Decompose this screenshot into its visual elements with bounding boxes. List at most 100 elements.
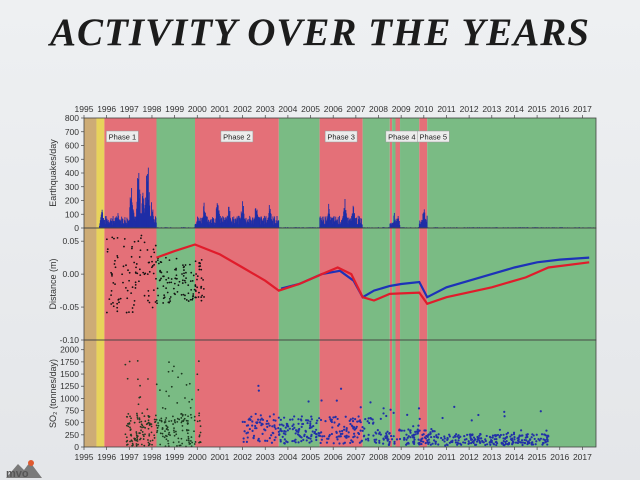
so2-point [164,430,166,433]
so2-point [301,422,304,426]
so2-point [462,441,465,444]
gps-point [183,279,186,282]
x-tick-label-top: 2008 [369,104,388,114]
so2-point [349,418,352,421]
gps-point [146,249,149,251]
so2-point [174,430,177,433]
gps-point [112,281,115,284]
so2-point [436,436,439,439]
y-tick-label: 0.00 [62,269,79,279]
so2-point [351,440,354,444]
so2-point [371,418,374,421]
so2-point [349,441,352,445]
so2-point [478,434,481,437]
so2-point [298,434,301,438]
so2-point [125,415,128,418]
so2-point [277,430,280,433]
gps-point [192,293,195,295]
gps-point [111,236,114,239]
phase-label-box [417,130,450,143]
so2-point [431,429,434,432]
so2-point [291,418,294,421]
phase-label: Phase 1 [109,133,137,142]
so2-point [523,438,526,442]
so2-point [406,413,409,416]
so2-point [384,435,387,438]
gps-point [182,274,185,277]
gps-point [168,259,171,262]
so2-point [392,411,395,414]
so2-point [525,433,528,436]
so2-point [359,421,362,424]
so2-point [367,439,370,442]
gps-point [181,273,183,275]
so2-point [399,429,402,432]
so2-point [485,434,488,438]
so2-point [305,435,309,438]
so2-point [529,438,532,441]
so2-point [495,437,498,441]
gps-point [133,261,136,264]
so2-point [289,418,292,421]
so2-point [464,441,467,444]
gps-point [165,278,168,281]
so2-point [300,415,303,418]
so2-point [173,434,176,437]
so2-point [484,439,487,443]
so2-point [283,416,286,419]
so2-point [526,441,530,444]
so2-point [274,436,277,439]
so2-point [198,414,200,417]
so2-point [189,440,192,442]
so2-point [405,438,408,441]
gps-point [184,281,187,284]
so2-point [248,427,251,431]
gps-point [119,297,122,300]
so2-point [147,378,149,380]
so2-point [369,416,372,420]
so2-point [129,429,132,432]
gps-point [131,247,133,250]
so2-point [268,437,271,440]
so2-point [139,425,142,428]
x-tick-label-top: 2007 [346,104,365,114]
so2-point [313,431,316,435]
so2-point [351,419,355,423]
so2-point [190,436,193,439]
gps-point [187,292,190,295]
x-tick-label-bottom: 2006 [324,452,343,462]
so2-point [466,433,469,436]
x-tick-label-bottom: 2004 [278,452,297,462]
gps-point [135,263,138,265]
so2-point [170,385,173,388]
so2-point [426,441,429,444]
gps-point [105,238,108,241]
so2-point [411,436,415,439]
gps-point [180,293,183,296]
so2-point [326,437,329,440]
x-tick-label-top: 2004 [278,104,297,114]
so2-point [473,443,477,446]
so2-point [127,425,130,428]
so2-point [180,372,183,375]
so2-point [177,441,180,443]
phase-band [389,118,393,447]
gps-point [194,296,197,299]
so2-point [197,360,200,363]
so2-point [335,399,338,402]
gps-point [170,281,173,284]
so2-point [320,438,323,441]
so2-point [382,442,385,445]
so2-point [167,440,169,442]
gps-blue-series [280,256,590,299]
so2-point [188,441,190,444]
y-tick-label: 400 [65,168,79,178]
so2-point [453,405,456,408]
x-tick-label-top: 2013 [482,104,501,114]
so2-point [357,415,360,418]
y-tick-label: 2000 [60,345,79,355]
so2-point [277,416,280,419]
y-axis-label: Earthquakes/day [48,139,58,207]
gps-point [116,256,119,259]
phase-band [392,118,396,447]
